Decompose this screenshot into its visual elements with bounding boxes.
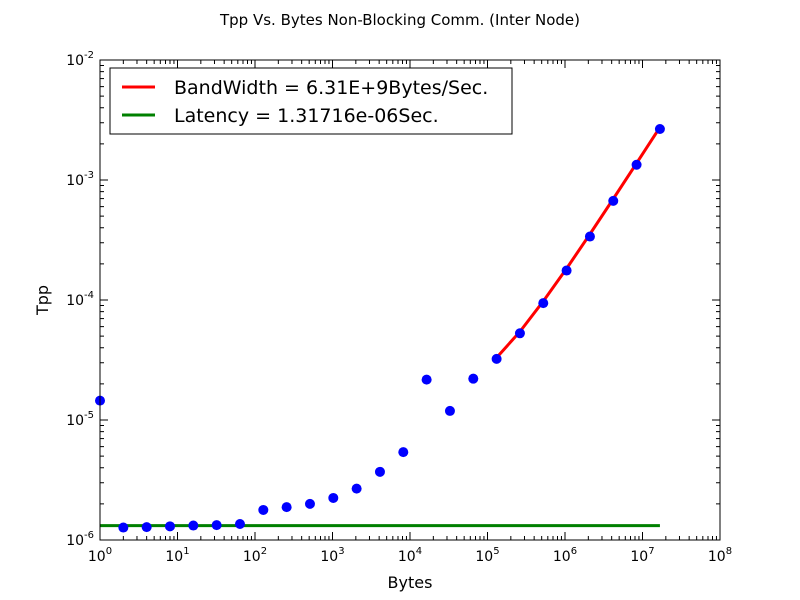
data-point [141,522,152,533]
x-tick-label: 102 [243,546,267,565]
data-point [561,265,572,276]
chart-title: Tpp Vs. Bytes Non-Blocking Comm. (Inter … [219,11,580,29]
legend-latency-label: Latency = 1.31716e-06Sec. [174,105,439,127]
series-line-1 [495,126,662,359]
plot-layer [95,124,665,533]
y-tick-label: 10-2 [66,50,94,69]
y-axis-title: Tpp [33,285,52,316]
y-tick-label: 10-5 [66,410,94,429]
x-tick-label: 108 [708,546,732,565]
x-tick-label: 107 [630,546,654,565]
data-point [584,231,595,242]
data-point [188,520,199,531]
data-point [654,124,665,135]
data-point [258,504,269,515]
data-point [421,374,432,385]
tick-layer: 100 101 102 103 104 105 106 107 108 10-6 10-5 10-4 1… [66,50,732,565]
data-point [608,195,619,206]
y-tick-label: 10-6 [66,530,94,549]
data-point [234,518,245,529]
data-point [351,483,362,494]
x-tick-label: 105 [475,546,499,565]
x-tick-label: 104 [398,546,422,565]
data-point [444,405,455,416]
y-tick-label: 10-3 [66,170,94,189]
data-point [491,353,502,364]
x-tick-label: 101 [165,546,189,565]
data-point [631,159,642,170]
x-axis-title: Bytes [388,573,433,592]
data-point [164,521,175,532]
data-point [374,466,385,477]
legend-box [109,67,513,135]
data-point [118,522,129,533]
data-point [538,298,549,309]
data-point [281,502,292,513]
data-point [328,492,339,503]
x-tick-label: 106 [553,546,577,565]
data-point [398,447,409,458]
x-tick-label: 100 [88,546,112,565]
data-point [468,373,479,384]
legend-bandwidth-label: BandWidth = 6.31E+9Bytes/Sec. [174,77,488,99]
x-tick-label: 103 [320,546,344,565]
y-tick-label: 10-4 [66,290,94,309]
data-point [514,328,525,339]
legend: BandWidth = 6.31E+9Bytes/Sec. Latency = … [109,67,513,135]
data-point [304,498,315,509]
data-point [211,520,222,531]
